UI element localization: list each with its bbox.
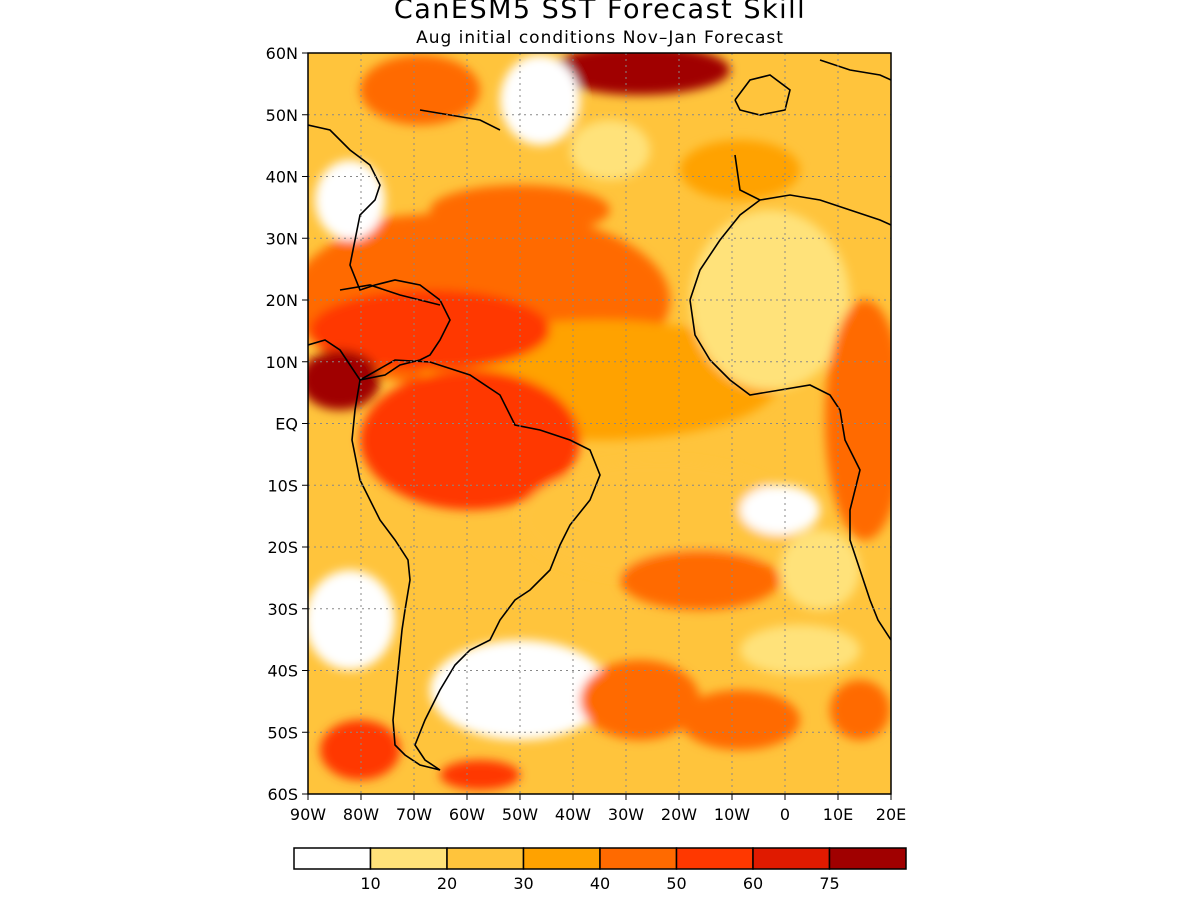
lon-label: 10W bbox=[714, 805, 750, 824]
coastlines bbox=[308, 59, 891, 771]
map-title: CanESM5 SST Forecast Skill bbox=[393, 0, 807, 25]
colorbar-swatch bbox=[369, 847, 448, 870]
colorbar-swatch bbox=[599, 847, 678, 870]
longitude-labels: 90W 80W 70W 60W 50W 40W 30W 20W 10W 0 10E 20E bbox=[290, 794, 906, 824]
gridlines bbox=[308, 53, 891, 794]
lon-label: 30W bbox=[608, 805, 644, 824]
skill-field bbox=[308, 53, 891, 794]
lon-label: 10E bbox=[823, 805, 853, 824]
lon-label: 20E bbox=[876, 805, 906, 824]
map-subtitle: Aug initial conditions Nov–Jan Forecast bbox=[416, 28, 784, 48]
colorbar-label: 30 bbox=[513, 874, 533, 893]
lon-label: 0 bbox=[780, 805, 790, 824]
lat-label: EQ bbox=[275, 415, 298, 434]
colorbar-swatch bbox=[522, 847, 601, 870]
colorbar-label: 10 bbox=[360, 874, 380, 893]
lat-label: 10S bbox=[267, 476, 298, 495]
lat-label: 20N bbox=[266, 291, 298, 310]
lat-label: 10N bbox=[266, 353, 298, 372]
lat-label: 50S bbox=[267, 723, 298, 742]
lat-label: 40N bbox=[266, 168, 298, 187]
colorbar-swatch bbox=[293, 847, 372, 870]
lat-label: 30N bbox=[266, 229, 298, 248]
colorbar-label: 50 bbox=[666, 874, 686, 893]
lat-label: 20S bbox=[267, 538, 298, 557]
lat-label: 30S bbox=[267, 600, 298, 619]
lon-label: 60W bbox=[449, 805, 485, 824]
lat-label: 60S bbox=[267, 785, 298, 804]
lon-label: 40W bbox=[555, 805, 591, 824]
lon-label: 20W bbox=[661, 805, 697, 824]
lon-label: 80W bbox=[343, 805, 379, 824]
colorbar-label: 75 bbox=[819, 874, 839, 893]
lat-label: 40S bbox=[267, 662, 298, 681]
colorbar-label: 60 bbox=[743, 874, 763, 893]
colorbar: 10 20 30 40 50 60 75 bbox=[293, 847, 907, 893]
lon-label: 70W bbox=[396, 805, 432, 824]
colorbar-swatch bbox=[752, 847, 831, 870]
colorbar-swatch bbox=[446, 847, 525, 870]
colorbar-swatch bbox=[828, 847, 907, 870]
latitude-labels: 60N 50N 40N 30N 20N 10N EQ 10S 20S 30S 40S 50S 60S bbox=[266, 44, 308, 804]
colorbar-label: 20 bbox=[437, 874, 457, 893]
lon-label: 90W bbox=[290, 805, 326, 824]
lon-label: 50W bbox=[502, 805, 538, 824]
colorbar-swatch bbox=[675, 847, 754, 870]
lat-label: 60N bbox=[266, 44, 298, 63]
lat-label: 50N bbox=[266, 106, 298, 125]
colorbar-label: 40 bbox=[590, 874, 610, 893]
